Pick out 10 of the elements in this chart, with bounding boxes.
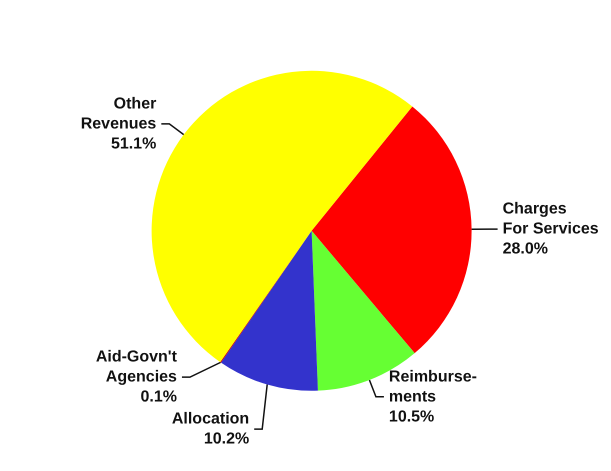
data-label: 28.0% (502, 240, 548, 258)
slice-label: Allocation (172, 410, 250, 428)
data-label: 10.5% (388, 408, 434, 426)
data-label: 51.1% (110, 135, 156, 152)
slice-label: Reimburse-ments (388, 368, 477, 406)
slice-label: Other Revenues (80, 95, 156, 132)
slice-label: Aid-Govn't Agencies (96, 348, 178, 386)
data-label: 10.2% (204, 430, 250, 448)
data-label: 0.1% (140, 388, 177, 406)
slice-label: Charges For Services (502, 200, 599, 238)
